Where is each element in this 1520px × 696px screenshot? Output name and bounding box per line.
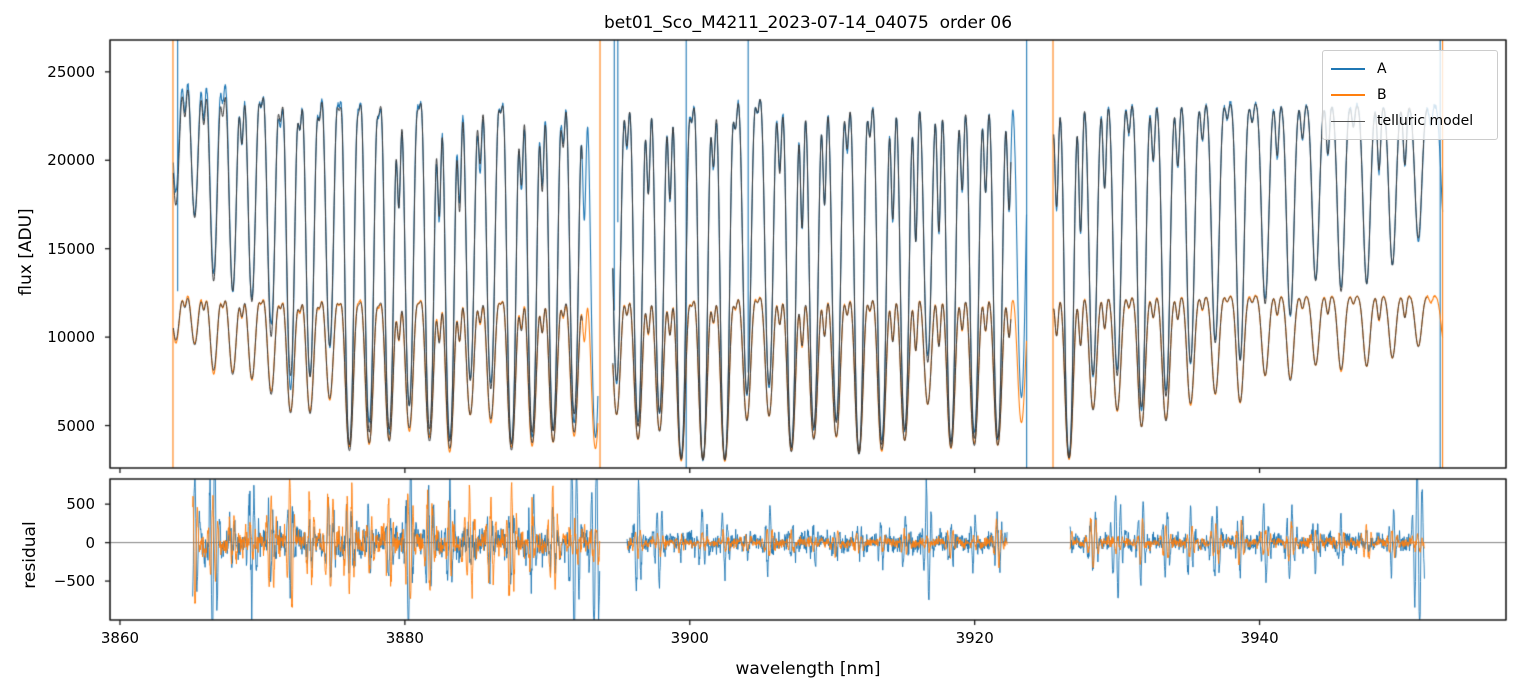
x-tick-label: 3880	[385, 629, 424, 647]
residual-y-tick-label: −500	[53, 572, 95, 591]
x-tick-label: 3920	[955, 629, 994, 647]
legend-line-a-swatch	[1331, 68, 1365, 70]
legend-line-telluric-swatch	[1331, 120, 1365, 122]
flux-y-tick-label: 20000	[47, 151, 95, 170]
residual-y-tick-label: 0	[85, 533, 95, 552]
x-tick-label: 3900	[670, 629, 709, 647]
plot-title: bet01_Sco_M4211_2023-07-14_04075 order 0…	[603, 13, 1013, 33]
legend-label-b: B	[1377, 87, 1387, 103]
wavelength-axis-label: wavelength [nm]	[735, 659, 881, 679]
legend-line-b-swatch	[1331, 94, 1365, 96]
x-tick-label: 3860	[100, 629, 140, 647]
residual-y-tick-label: 500	[66, 495, 95, 514]
x-tick-label: 3940	[1240, 629, 1279, 647]
flux-y-tick-label: 10000	[47, 328, 95, 347]
legend: A B telluric model	[1322, 50, 1498, 140]
legend-row-telluric: telluric model	[1331, 108, 1489, 134]
flux-y-tick-label: 15000	[47, 239, 95, 258]
legend-label-telluric: telluric model	[1377, 113, 1474, 129]
legend-label-a: A	[1377, 61, 1387, 77]
legend-row-a: A	[1331, 56, 1489, 82]
legend-row-b: B	[1331, 82, 1489, 108]
flux-y-tick-label: 25000	[47, 62, 95, 81]
flux-y-tick-label: 5000	[56, 416, 95, 435]
